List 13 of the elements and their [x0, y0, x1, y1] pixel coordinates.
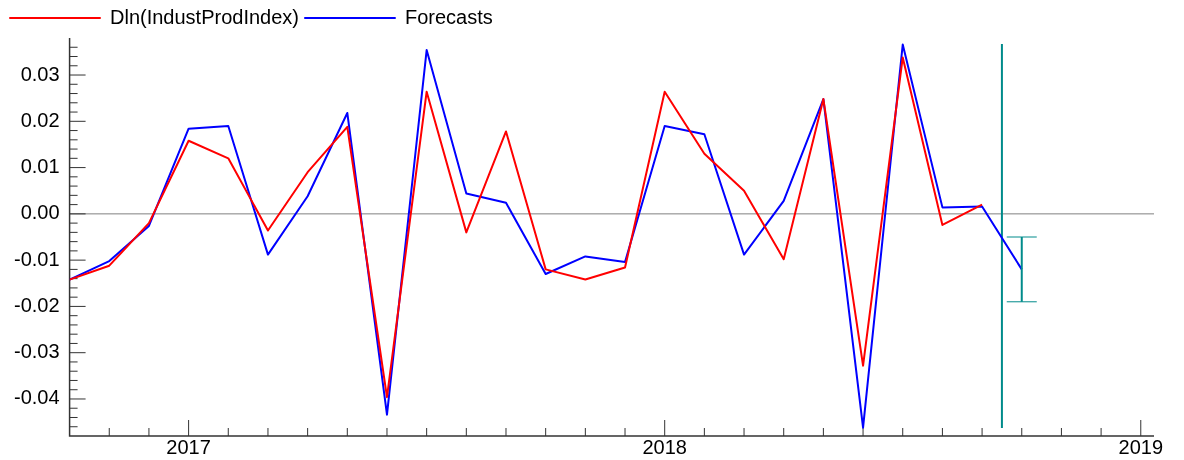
x-tick-label: 2018 [642, 435, 687, 458]
legend-label: Forecasts [404, 5, 493, 28]
y-tick-label: 0.01 [20, 155, 60, 178]
y-tick-label: 0.02 [20, 108, 60, 131]
y-tick-label: 0.03 [20, 62, 60, 85]
legend-label: Dln(IndustProdIndex) [110, 5, 299, 28]
y-tick-label: -0.04 [13, 386, 60, 409]
x-tick-label: 2019 [1118, 435, 1164, 458]
y-tick-label: -0.02 [13, 293, 60, 316]
y-tick-label: -0.01 [13, 247, 60, 270]
y-tick-label: 0.00 [20, 201, 60, 224]
x-tick-label: 2017 [166, 435, 211, 458]
y-tick-label: -0.03 [13, 340, 60, 363]
